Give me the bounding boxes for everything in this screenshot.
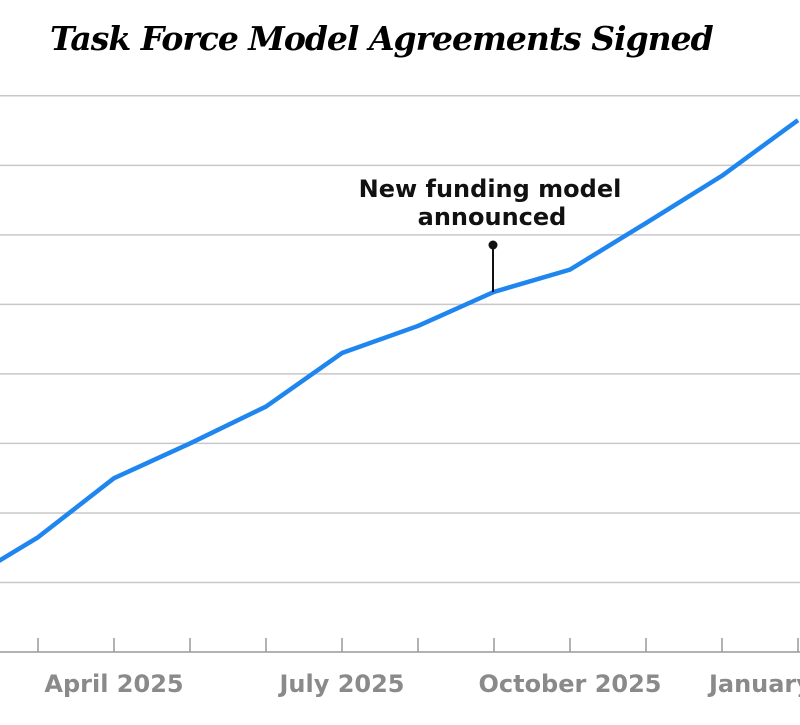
annotation-text: New funding model — [359, 175, 622, 203]
x-tick-label: October 2025 — [478, 670, 661, 698]
annotation-dot — [488, 240, 498, 250]
x-tick-label: April 2025 — [44, 670, 183, 698]
annotation-text: announced — [418, 203, 567, 231]
data-line — [0, 118, 800, 563]
x-tick-label: July 2025 — [277, 670, 404, 698]
chart-title: Task Force Model Agreements Signed — [50, 19, 714, 58]
x-tick-label: January 2026 — [707, 670, 800, 698]
